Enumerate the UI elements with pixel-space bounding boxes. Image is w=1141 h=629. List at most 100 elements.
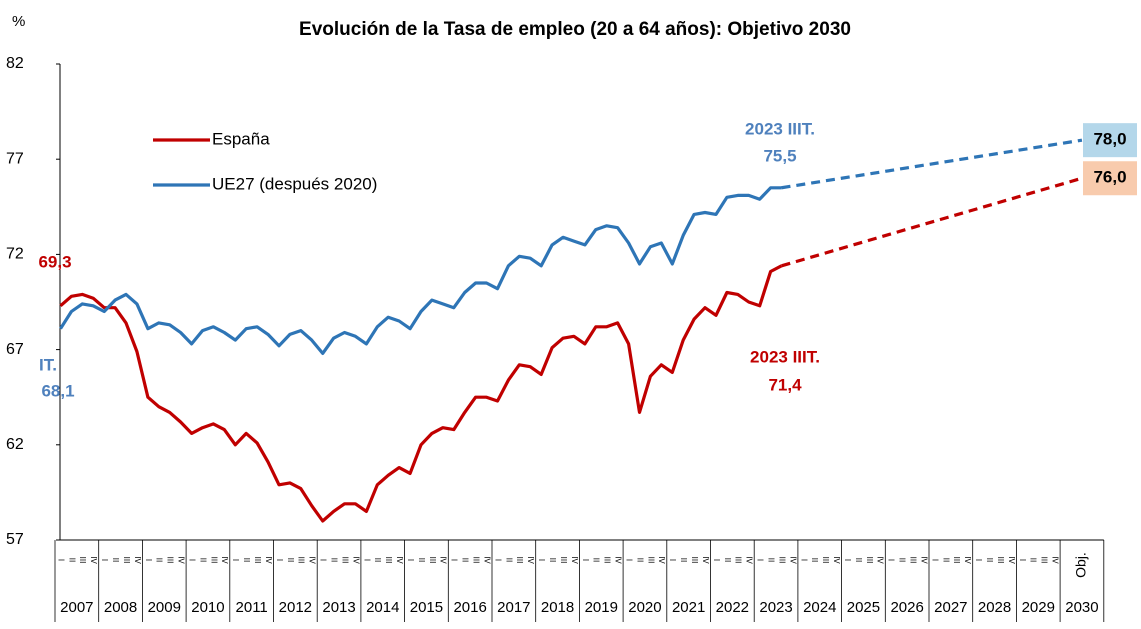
x-year-label: 2027 [934, 599, 967, 616]
x-year-label: 2007 [60, 599, 93, 616]
x-quarter-label: I [712, 559, 721, 561]
x-quarter-label: I [319, 559, 328, 561]
x-quarter-label: IV [963, 556, 972, 564]
x-quarter-label: III [78, 557, 87, 564]
annotation: 75,5 [763, 146, 796, 165]
annotation: IT. [39, 355, 57, 374]
x-target-label: Obj. [1073, 552, 1089, 578]
x-quarter-label: III [209, 557, 218, 564]
x-year-label: 2013 [322, 599, 355, 616]
x-quarter-label: II [111, 558, 120, 562]
x-quarter-label: III [428, 557, 437, 564]
x-quarter-label: IV [308, 556, 317, 564]
series-line [59, 186, 782, 355]
x-quarter-label: I [974, 559, 983, 561]
x-quarter-label: I [231, 559, 240, 561]
x-quarter-label: II [504, 558, 513, 562]
x-quarter-label: IV [351, 556, 360, 564]
x-quarter-label: I [668, 559, 677, 561]
x-quarter-label: III [996, 557, 1005, 564]
x-quarter-label: IV [832, 556, 841, 564]
x-year-label: 2019 [585, 599, 618, 616]
annotation: 71,4 [768, 375, 802, 394]
target-label: 76,0 [1093, 168, 1126, 187]
chart-title: Evolución de la Tasa de empleo (20 a 64 … [299, 19, 851, 40]
x-year-label: 2008 [104, 599, 137, 616]
x-quarter-label: III [603, 557, 612, 564]
x-quarter-label: III [734, 557, 743, 564]
x-quarter-label: II [723, 558, 732, 562]
x-quarter-label: I [362, 559, 371, 561]
x-quarter-label: III [909, 557, 918, 564]
x-quarter-label: III [122, 557, 131, 564]
x-quarter-label: I [406, 559, 415, 561]
x-quarter-label: II [373, 558, 382, 562]
legend-label: UE27 (después 2020) [212, 174, 377, 193]
x-quarter-label: II [242, 558, 251, 562]
y-tick-label: 67 [6, 341, 24, 358]
x-quarter-label: IV [133, 556, 142, 564]
target-projection [781, 138, 1083, 190]
x-quarter-label: I [144, 559, 153, 561]
x-quarter-label: II [898, 558, 907, 562]
x-quarter-label: I [887, 559, 896, 561]
target-projection [781, 176, 1083, 268]
x-quarter-label: II [198, 558, 207, 562]
x-quarter-label: II [854, 558, 863, 562]
x-quarter-label: I [493, 559, 502, 561]
x-quarter-label: IV [614, 556, 623, 564]
x-year-label: 2018 [541, 599, 574, 616]
x-year-label: 2020 [628, 599, 661, 616]
y-tick-label: 77 [6, 150, 24, 167]
x-quarter-label: I [581, 559, 590, 561]
x-quarter-label: III [952, 557, 961, 564]
y-tick-label: 72 [6, 246, 24, 263]
x-quarter-label: II [286, 558, 295, 562]
x-quarter-label: IV [264, 556, 273, 564]
x-quarter-label: II [67, 558, 76, 562]
x-quarter-label: II [592, 558, 601, 562]
x-quarter-label: III [384, 557, 393, 564]
x-year-label: 2026 [890, 599, 923, 616]
x-quarter-label: III [253, 557, 262, 564]
x-quarter-label: III [690, 557, 699, 564]
x-year-label: 2025 [847, 599, 880, 616]
x-year-label: 2012 [279, 599, 312, 616]
x-quarter-label: III [865, 557, 874, 564]
x-quarter-label: IV [745, 556, 754, 564]
y-tick-label: 57 [6, 531, 24, 548]
x-quarter-label: I [187, 559, 196, 561]
x-year-label: 2011 [236, 599, 268, 616]
x-year-label: 2021 [672, 599, 705, 616]
x-quarter-label: II [1029, 558, 1038, 562]
x-quarter-label: I [624, 559, 633, 561]
x-quarter-label: II [679, 558, 688, 562]
x-year-label: 2029 [1022, 599, 1055, 616]
x-quarter-label: I [275, 559, 284, 561]
x-quarter-label: III [340, 557, 349, 564]
x-quarter-label: III [777, 557, 786, 564]
x-quarter-label: I [450, 559, 459, 561]
x-quarter-label: IV [701, 556, 710, 564]
x-year-label: 2014 [366, 599, 399, 616]
x-quarter-label: III [472, 557, 481, 564]
target-label: 78,0 [1093, 130, 1126, 149]
annotation: 2023 IIIT. [750, 347, 820, 366]
x-quarter-label: I [843, 559, 852, 561]
x-quarter-label: IV [919, 556, 928, 564]
annotation: 68,1 [41, 381, 74, 400]
x-year-label: 2022 [716, 599, 749, 616]
x-quarter-label: II [329, 558, 338, 562]
x-quarter-label: II [941, 558, 950, 562]
x-quarter-label: III [1040, 557, 1049, 564]
x-quarter-label: III [166, 557, 175, 564]
x-quarter-label: III [297, 557, 306, 564]
target-box [1083, 123, 1137, 158]
x-year-label: 2010 [191, 599, 224, 616]
y-tick-label: 82 [6, 55, 24, 72]
x-year-label: 2016 [453, 599, 486, 616]
x-quarter-label: I [799, 559, 808, 561]
y-tick-label: 62 [6, 436, 24, 453]
x-quarter-label: IV [439, 556, 448, 564]
x-quarter-label: III [559, 557, 568, 564]
